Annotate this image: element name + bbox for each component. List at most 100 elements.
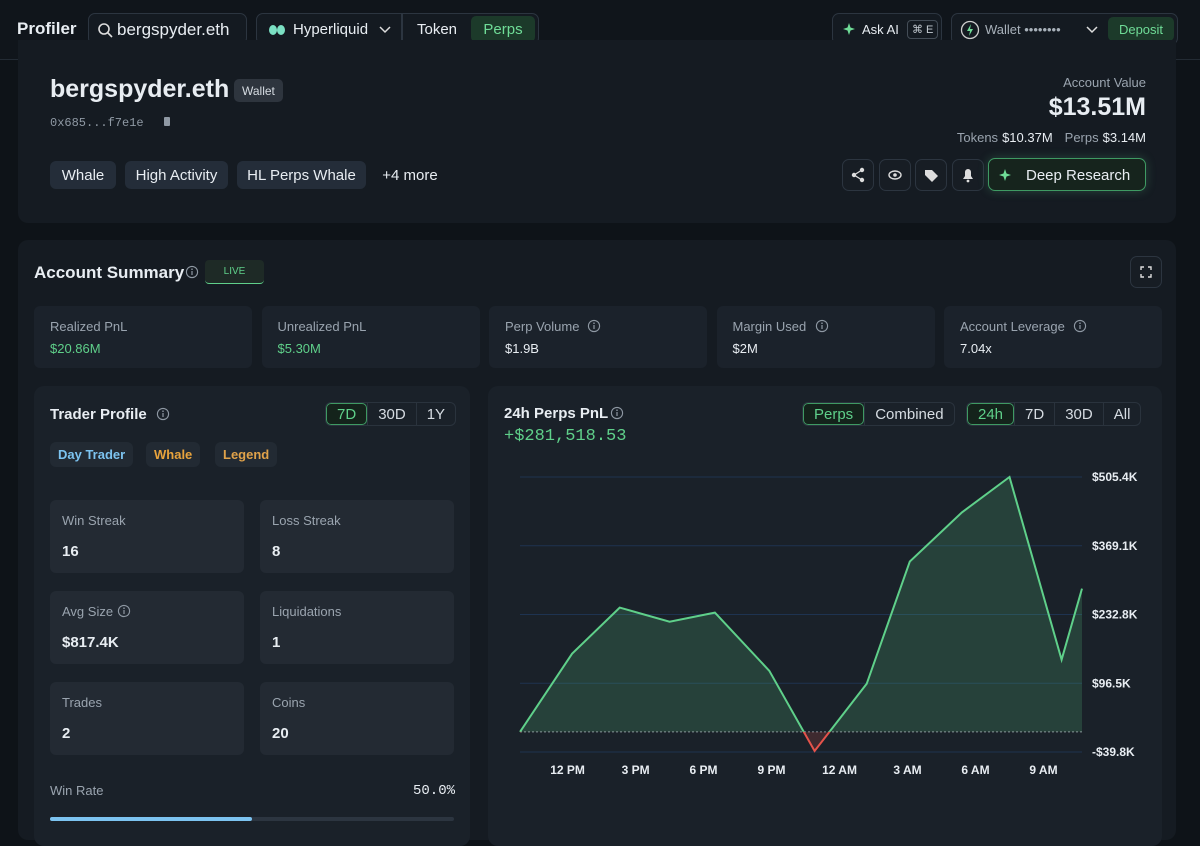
chain-select[interactable]: Hyperliquid: [256, 13, 402, 45]
tag-button[interactable]: [915, 159, 947, 191]
perps-value: $3.14M: [1102, 130, 1146, 145]
tag: +4 more: [382, 166, 438, 184]
stat-value: 7.04x: [960, 341, 992, 356]
mode-toggle: Perps Combined: [802, 402, 955, 426]
stat-value: $20.86M: [50, 341, 101, 356]
stat-label: Coins: [272, 695, 306, 710]
x-tick-label: 9 AM: [1029, 763, 1057, 777]
stat-box: [50, 591, 244, 664]
deposit-button[interactable]: Deposit: [1108, 17, 1174, 41]
toggle-option[interactable]: Combined: [864, 403, 953, 425]
toggle-option[interactable]: Perps: [803, 403, 865, 425]
stat-label: Account Leverage: [960, 319, 1065, 334]
tokens-value: $10.37M: [1002, 130, 1053, 145]
tag: Whale: [50, 161, 116, 189]
stat-value: 20: [272, 725, 289, 742]
wallet-badge: Wallet: [234, 79, 283, 102]
win-rate: 50.0%: [412, 783, 455, 799]
y-tick-label: $505.4K: [1092, 470, 1138, 484]
x-tick-label: 6 AM: [961, 763, 989, 777]
ask-ai-label: Ask AI: [862, 22, 899, 37]
fullscreen-button[interactable]: [1130, 256, 1162, 288]
tag: High Activity: [125, 161, 228, 189]
stat-value: 1: [272, 634, 281, 651]
toggle-option[interactable]: 24h: [967, 403, 1015, 425]
tokens-label: Tokens: [956, 130, 999, 145]
info-icon: [156, 407, 170, 421]
win-rate-bar: [50, 817, 252, 821]
tab-active[interactable]: Perps: [471, 16, 535, 42]
stat-value: 2: [62, 725, 71, 742]
stat-label: Trades: [62, 695, 102, 710]
chevron: [1086, 26, 1098, 34]
perps-label: Perps: [1064, 130, 1099, 145]
shortcut: ⌘ E: [907, 20, 939, 39]
tag: HL Perps Whale: [237, 161, 366, 189]
copy-icon[interactable]: [162, 116, 172, 128]
stat-value: $817.4K: [62, 634, 119, 651]
trader-badge: Whale: [146, 442, 201, 467]
deep-research-label: Deep Research: [1026, 167, 1131, 184]
profile-card: [18, 40, 1176, 223]
x-tick-label: 9 PM: [758, 763, 786, 777]
share-button[interactable]: [842, 159, 874, 191]
stat-label: Perp Volume: [505, 319, 580, 334]
toggle-option[interactable]: 1Y: [415, 403, 455, 425]
stat-box: [489, 306, 707, 368]
chain-name: Hyperliquid: [293, 21, 369, 38]
stat-box: [944, 306, 1162, 368]
pnl-area: [520, 477, 1082, 732]
sparkle-icon: [843, 23, 855, 35]
y-tick-label: $369.1K: [1092, 539, 1138, 553]
win-rate-track: [50, 817, 454, 821]
pnl-line-negative: [520, 731, 831, 753]
live-badge: LIVE: [205, 260, 264, 284]
info-icon: [1073, 319, 1087, 333]
search-icon: [98, 23, 113, 38]
deep-research-button[interactable]: Deep Research: [988, 158, 1146, 191]
account-value: $13.51M: [1048, 93, 1146, 121]
y-tick-label: $96.5K: [1092, 676, 1131, 690]
stat-label: Realized PnL: [50, 319, 128, 334]
trader-badge: Day Trader: [50, 442, 134, 467]
stat-value: 16: [62, 543, 79, 560]
period-toggle: 24h 7D 30D All: [966, 402, 1142, 426]
wallet-label: Wallet ••••••••: [985, 22, 1061, 37]
stat-label: Margin Used: [732, 319, 807, 334]
info-icon: [610, 406, 624, 420]
toggle-option[interactable]: 30D: [367, 403, 416, 425]
stat-label: Loss Streak: [272, 513, 341, 528]
stat-box: [50, 500, 244, 573]
stat-value: $5.30M: [277, 341, 321, 356]
search-box[interactable]: bergspyder.eth: [88, 13, 247, 45]
stat-value: $1.9B: [505, 341, 539, 356]
toggle-option[interactable]: 7D: [1014, 403, 1054, 425]
toggle-option[interactable]: All: [1102, 403, 1141, 425]
stat-value: $2M: [732, 341, 758, 356]
toggle-option[interactable]: 7D: [326, 403, 368, 425]
info-icon: [185, 265, 199, 279]
alert-button[interactable]: [952, 159, 984, 191]
period-toggle: 7D 30D 1Y: [325, 402, 457, 426]
watch-button[interactable]: [879, 159, 911, 191]
chart-title: 24h Perps PnL: [504, 405, 609, 422]
pnl-total: +$281,518.53: [504, 427, 627, 446]
x-tick-label: 12 AM: [822, 763, 857, 777]
balance-breakdown: Tokens $10.37M Perps $3.14M: [957, 130, 1146, 145]
stat-box: [260, 500, 454, 573]
search-text: bergspyder.eth: [117, 20, 230, 39]
page: Profiler bergspyder.eth Hyperliquid Toke…: [0, 13, 1200, 846]
stat-box: [50, 682, 244, 755]
wallet-icon: [960, 20, 980, 40]
toggle-option[interactable]: 30D: [1054, 403, 1103, 425]
stat-box: [261, 306, 480, 368]
x-tick-label: 3 AM: [893, 763, 921, 777]
tab[interactable]: Token: [417, 21, 458, 38]
chevron: [379, 26, 391, 34]
summary-title: Account Summary: [34, 263, 185, 282]
brand[interactable]: Profiler: [17, 19, 77, 38]
account-value-label: Account Value: [1063, 75, 1146, 90]
stat-box: [34, 306, 252, 368]
x-tick-label: 6 PM: [690, 763, 718, 777]
profile-name: bergspyder.eth: [50, 75, 230, 103]
